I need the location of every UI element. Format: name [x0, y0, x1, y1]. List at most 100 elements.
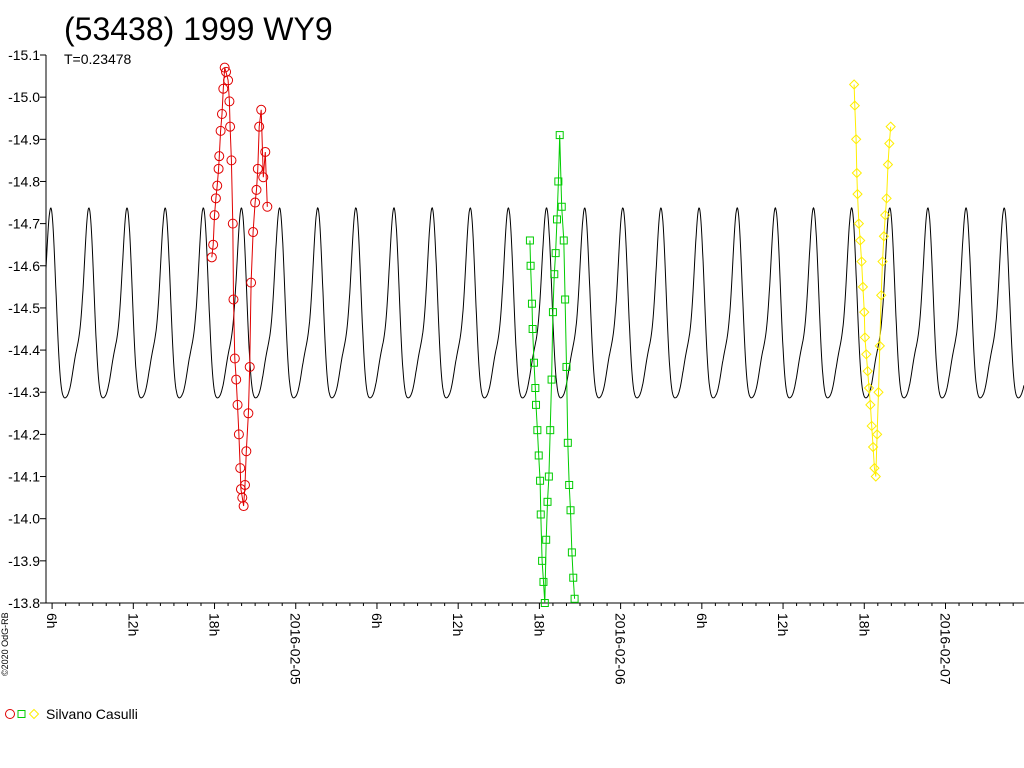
series-1-point	[246, 277, 257, 288]
series-1-point	[223, 75, 234, 86]
series-2-point	[526, 261, 535, 270]
y-tick-label: -15.1	[8, 47, 40, 63]
series-1-point	[238, 501, 249, 512]
y-tick-label: -14.2	[8, 426, 40, 442]
series-2-point	[547, 375, 556, 384]
legend-diamond-marker	[28, 708, 40, 720]
series-1-point	[239, 479, 250, 490]
series-3-point	[874, 340, 886, 352]
series-2-point	[528, 325, 537, 333]
series-1-point	[212, 180, 223, 191]
series-3-point	[882, 159, 894, 170]
series-2-point	[527, 299, 536, 308]
series-3-point	[849, 100, 861, 111]
series-1-point	[215, 125, 226, 136]
series-1-point	[213, 163, 224, 174]
series-3-point	[871, 429, 883, 440]
series-3-point	[857, 281, 869, 293]
series-1-point	[228, 294, 239, 305]
x-axis: 6h 12h 18h 2016-02-05 6h 12h 18h 2016-02-06 6h 12…	[44, 602, 1024, 685]
series-2-point	[533, 426, 542, 435]
y-tick-label: -14.5	[8, 300, 40, 316]
series-1-point	[241, 446, 252, 457]
series-3-point	[885, 121, 896, 132]
series-1-point	[260, 146, 271, 157]
series-1-point	[219, 62, 230, 73]
series-1-point	[216, 109, 227, 120]
y-tick-label: -14.7	[8, 216, 40, 232]
x-tick-label: 2016-02-06	[613, 613, 629, 685]
series-3-point	[850, 134, 862, 145]
series-2-point	[565, 480, 574, 489]
chart-title: (53438) 1999 WY9	[64, 11, 333, 47]
y-tick-label: -14.0	[8, 511, 40, 527]
series-2-point	[555, 131, 564, 140]
series-3-point	[877, 256, 888, 267]
series-2-point	[570, 594, 579, 603]
legend: Silvano Casulli	[5, 706, 138, 722]
series-3-point	[880, 209, 891, 221]
series-1-point	[243, 408, 254, 419]
y-tick-label: -14.3	[8, 384, 40, 400]
series-3-point	[848, 79, 860, 90]
x-tick-label: 6h	[369, 613, 385, 629]
series-2-point	[566, 506, 575, 515]
series-3-point	[851, 167, 863, 179]
series-2-point	[548, 308, 557, 317]
x-tick-label: 18h	[856, 613, 872, 636]
series-3-point	[859, 306, 870, 318]
series-1-point	[214, 151, 225, 162]
y-tick-label: -15.0	[8, 89, 40, 105]
x-tick-label: 2016-02-05	[288, 613, 304, 685]
y-tick-label: -13.8	[8, 595, 40, 611]
series-1-point	[226, 155, 237, 166]
series-1-point	[233, 429, 244, 440]
series-2-point	[539, 577, 548, 586]
series-2-point	[540, 599, 549, 607]
series-1-point	[244, 361, 255, 372]
y-tick-label: -14.1	[8, 469, 40, 485]
x-tick-label: 18h	[531, 613, 547, 636]
x-tick-label: 12h	[125, 613, 141, 636]
series-1-point	[251, 184, 262, 195]
series-1-point	[250, 197, 261, 208]
series-3-point	[869, 462, 880, 474]
series-1-point	[252, 163, 263, 174]
legend-label: Silvano Casulli	[46, 706, 138, 722]
series-1-point	[225, 121, 236, 132]
series-3-point	[884, 138, 895, 149]
series-3-point	[852, 188, 863, 200]
y-tick-label: -14.8	[8, 173, 40, 189]
points-layer	[206, 62, 896, 607]
series-2-point	[569, 573, 578, 582]
series-1-point	[235, 463, 246, 474]
series-1-point	[206, 252, 217, 263]
x-tick-label: 2016-02-07	[937, 613, 953, 685]
series-1-point	[229, 353, 240, 364]
series-1-point	[254, 121, 265, 132]
series-1-point	[218, 83, 229, 94]
series-2-point	[563, 438, 572, 447]
series-3-point	[878, 231, 890, 242]
model-curve-layer	[45, 206, 1024, 399]
series-2-point	[554, 177, 563, 186]
series-2-point	[562, 362, 571, 371]
series-1-point	[248, 227, 259, 238]
series-1-point	[209, 210, 220, 221]
series-3-point	[861, 349, 872, 360]
series-2-point	[552, 215, 561, 224]
series-2-point	[536, 510, 545, 519]
series-2-point	[529, 358, 538, 367]
series-3-point	[870, 471, 881, 482]
x-tick-label: 6h	[694, 613, 710, 629]
x-tick-label: 12h	[450, 613, 466, 636]
series-2-point	[543, 497, 552, 506]
y-tick-label: -14.6	[8, 258, 40, 274]
series-2-point	[532, 400, 541, 409]
series-1-point	[224, 96, 235, 107]
legend-square-marker	[17, 710, 26, 718]
series-2-point	[531, 384, 540, 393]
series-3-point	[859, 332, 871, 343]
